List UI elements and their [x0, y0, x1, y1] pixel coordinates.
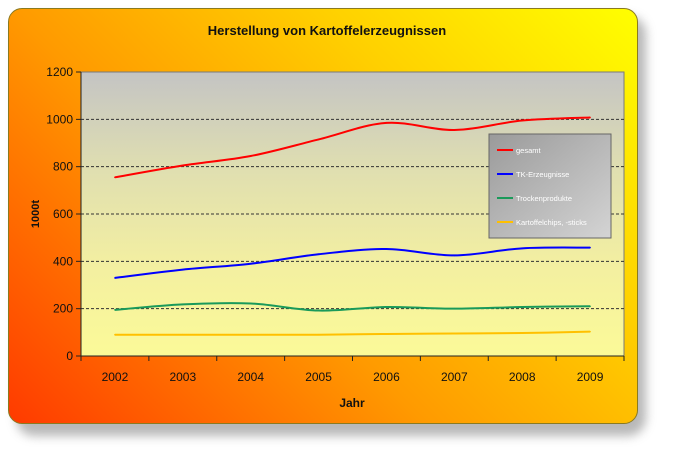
x-tick-label: 2009	[577, 370, 604, 384]
y-tick-label: 1000	[46, 112, 73, 126]
legend-label: Kartoffelchips, -sticks	[516, 218, 587, 227]
data-point	[317, 309, 320, 312]
data-point	[385, 333, 388, 335]
x-tick-label: 2006	[373, 370, 400, 384]
x-tick-label: 2007	[441, 370, 468, 384]
series-line-trockenprodukte	[114, 302, 591, 312]
x-axis-label: Jahr	[339, 396, 365, 410]
legend-label: Trockenprodukte	[516, 194, 572, 203]
data-point	[589, 330, 591, 333]
data-point	[453, 332, 456, 335]
chart: Herstellung von Kartoffelerzeugnissen 0 2…	[30, 23, 625, 410]
x-tick-label: 2002	[102, 370, 129, 384]
data-point	[182, 268, 184, 271]
data-point	[521, 332, 523, 334]
y-tick-label: 1200	[46, 65, 73, 79]
data-point	[114, 176, 116, 179]
data-point	[249, 333, 252, 336]
data-point	[385, 122, 388, 124]
y-tick-label: 0	[66, 349, 73, 363]
y-tick-label: 400	[53, 254, 73, 268]
data-point	[114, 309, 116, 311]
y-tick-label: 200	[53, 302, 73, 316]
y-tick-label: 800	[53, 160, 73, 174]
series-line-kartoffelchips-sticks	[114, 330, 591, 336]
y-tick-label: 600	[53, 207, 73, 221]
series-line-gesamt	[114, 116, 591, 179]
legend-label: TK-Erzeugnisse	[516, 170, 569, 179]
data-point	[521, 247, 523, 250]
data-point	[182, 303, 184, 306]
data-point	[453, 307, 456, 310]
x-tick-label: 2004	[237, 370, 264, 384]
data-point	[114, 277, 116, 279]
data-point	[182, 333, 184, 336]
series-line-tk-erzeugnisse	[114, 246, 591, 279]
data-point	[453, 129, 456, 131]
data-point	[249, 262, 252, 265]
data-point	[385, 248, 388, 250]
data-point	[589, 305, 591, 308]
data-point	[385, 306, 388, 308]
legend: gesamt TK-Erzeugnisse Trockenprodukte Karto…	[488, 133, 612, 239]
data-point	[521, 306, 523, 308]
x-tick-label: 2008	[509, 370, 536, 384]
chart-title: Herstellung von Kartoffelerzeugnissen	[208, 23, 446, 38]
data-point	[249, 155, 252, 157]
legend-box	[488, 133, 612, 239]
data-point	[521, 119, 523, 122]
data-point	[589, 246, 591, 249]
data-point	[589, 116, 591, 119]
data-point	[182, 164, 184, 167]
data-point	[317, 138, 320, 141]
chart-frame: Herstellung von Kartoffelerzeugnissen 0 2…	[8, 8, 638, 424]
data-point	[317, 333, 320, 336]
legend-label: gesamt	[516, 146, 542, 155]
data-point	[317, 253, 320, 256]
data-point	[114, 333, 116, 336]
data-point	[453, 254, 456, 257]
x-tick-label: 2003	[169, 370, 196, 384]
x-tick-label: 2005	[305, 370, 332, 384]
y-axis-label: 1000t	[30, 200, 42, 228]
data-point	[249, 302, 252, 305]
